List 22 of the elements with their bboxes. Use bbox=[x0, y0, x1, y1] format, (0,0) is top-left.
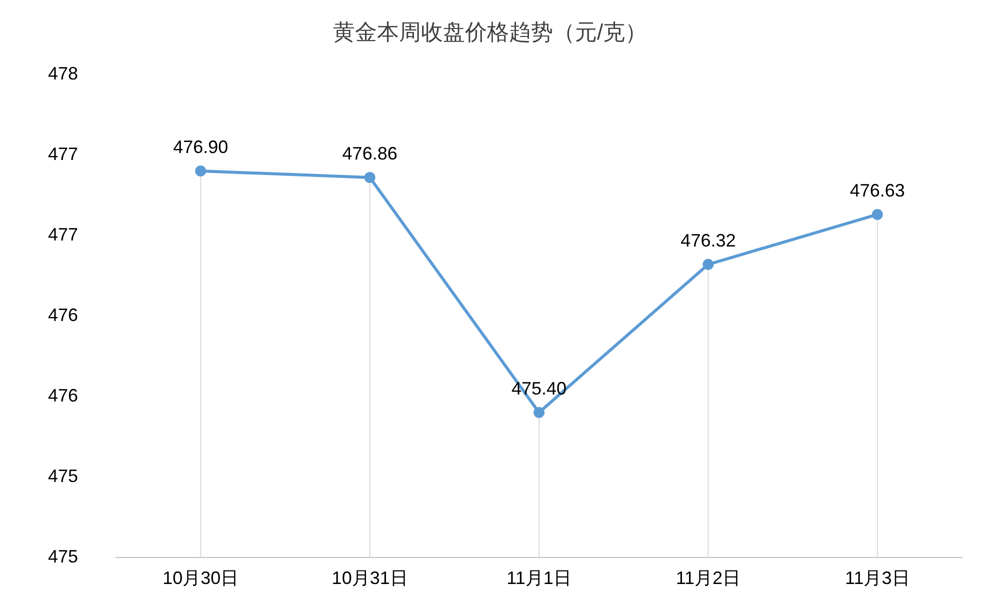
x-tick-label: 11月3日 bbox=[845, 568, 910, 588]
y-tick-label: 477 bbox=[48, 224, 78, 244]
y-tick-label: 477 bbox=[48, 144, 78, 164]
x-tick-label: 11月1日 bbox=[506, 568, 572, 588]
point bbox=[872, 208, 883, 220]
point bbox=[534, 407, 545, 418]
point bbox=[364, 172, 376, 183]
chart-title: 黄金本周收盘价格趋势（元/克） bbox=[332, 19, 648, 44]
y-tick-label: 478 bbox=[48, 63, 78, 84]
point bbox=[195, 166, 206, 176]
data-label: 476.63 bbox=[850, 180, 905, 200]
x-tick-label: 10月30日 bbox=[162, 568, 239, 588]
y-tick-label: 475 bbox=[48, 466, 78, 486]
data-label: 476.90 bbox=[173, 136, 228, 157]
y-tick-label: 475 bbox=[48, 546, 78, 566]
y-tick-label: 476 bbox=[48, 385, 78, 406]
data-label: 476.32 bbox=[680, 230, 736, 250]
data-label: 476.86 bbox=[342, 143, 398, 164]
y-tick-label: 476 bbox=[48, 304, 78, 325]
point bbox=[702, 258, 714, 270]
x-tick-label: 10月31日 bbox=[332, 568, 408, 588]
x-tick-label: 11月2日 bbox=[676, 568, 741, 588]
